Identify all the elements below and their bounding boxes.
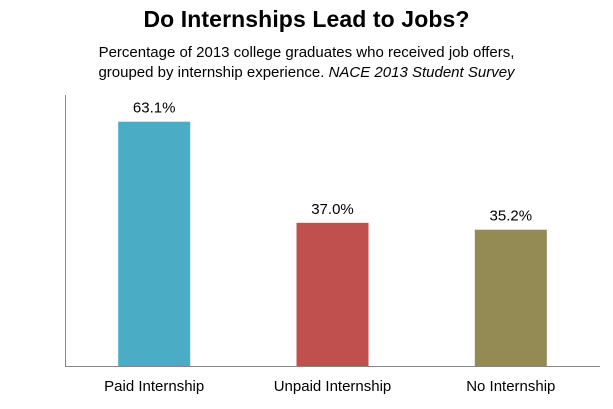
data-labels-group: 63.1% 37.0% 35.2%	[133, 100, 532, 225]
bars-group	[118, 121, 547, 366]
bar-no-internship	[474, 229, 547, 366]
data-label-paid-internship: 63.1%	[133, 100, 176, 117]
x-tick-label-unpaid-internship: Unpaid Internship	[274, 378, 392, 395]
chart-title: Do Internships Lead to Jobs?	[143, 6, 470, 32]
chart-source: NACE 2013 Student Survey	[328, 64, 515, 81]
x-tick-label-paid-internship: Paid Internship	[104, 378, 204, 395]
bar-unpaid-internship	[296, 222, 369, 366]
chart-subtitle-line1: Percentage of 2013 college graduates who…	[98, 44, 515, 61]
x-tick-label-no-internship: No Internship	[466, 378, 555, 395]
data-label-unpaid-internship: 37.0%	[311, 201, 354, 218]
chart-subtitle-line2: grouped by internship experience. NACE 2…	[0, 63, 613, 83]
bar-paid-internship	[118, 121, 191, 366]
chart-subtitle-line2-text: grouped by internship experience.	[98, 64, 325, 81]
data-label-no-internship: 35.2%	[490, 208, 533, 225]
x-tick-labels-group: Paid Internship Unpaid Internship No Inter…	[104, 378, 555, 395]
